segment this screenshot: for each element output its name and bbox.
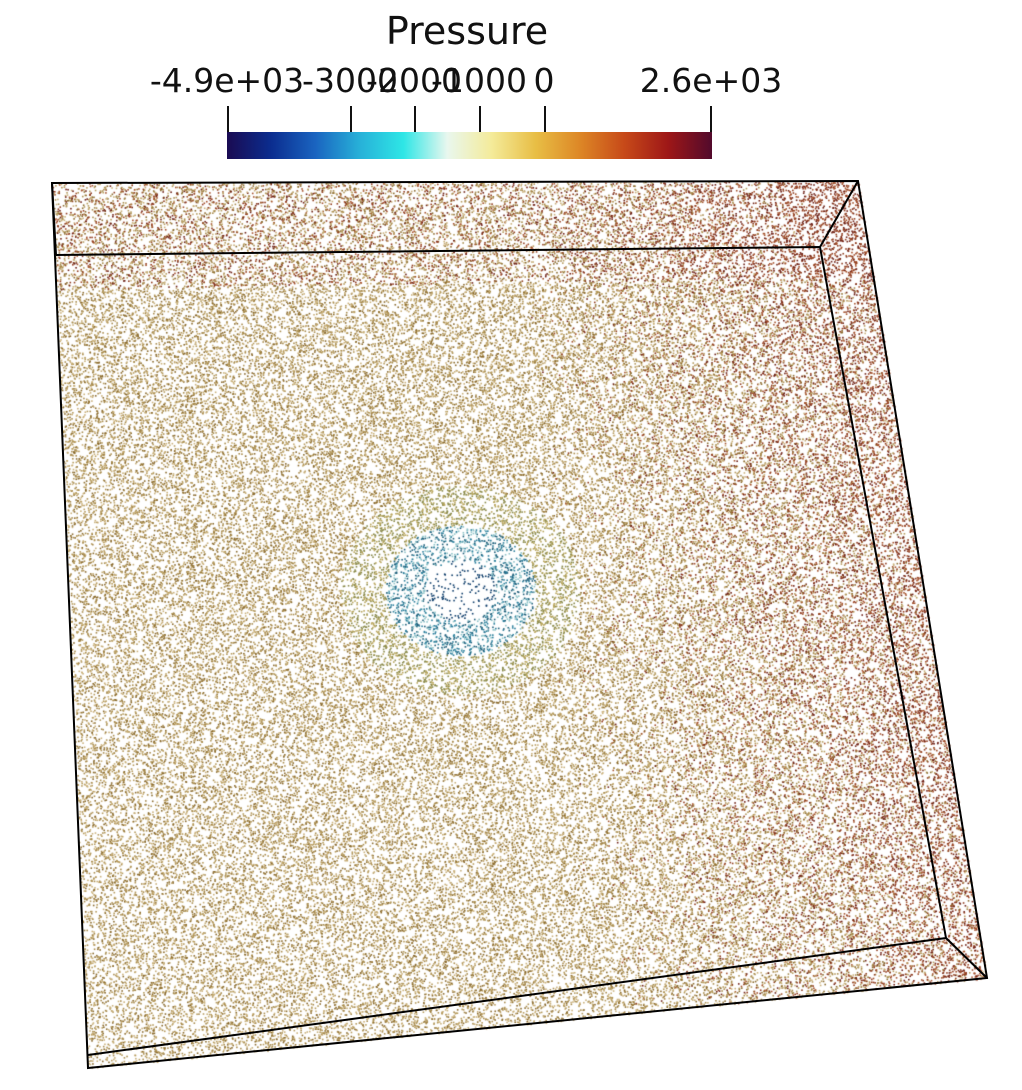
tick-label: -3000: [302, 61, 398, 100]
tick-mark: [544, 106, 546, 132]
tick-mark: [710, 106, 712, 132]
colorbar-gradient: [227, 132, 712, 159]
box-inner-edge: [55, 245, 948, 1056]
box-corner-edge: [945, 937, 988, 979]
tick-mark: [479, 106, 481, 132]
tick-label: 2.6e+03: [639, 61, 783, 100]
tick-label: 0: [533, 61, 555, 100]
box-outer-edge: [50, 179, 989, 1070]
tick-mark: [414, 106, 416, 132]
box-corner-edge: [819, 180, 859, 248]
tick-mark: [227, 106, 229, 132]
tick-label: -4.9e+03: [149, 61, 305, 100]
tick-label: -2000: [366, 61, 462, 100]
tick-mark: [350, 106, 352, 132]
box-corner-edge: [51, 182, 57, 256]
tick-label: -1000: [431, 61, 527, 100]
legend-title: Pressure: [385, 9, 549, 53]
